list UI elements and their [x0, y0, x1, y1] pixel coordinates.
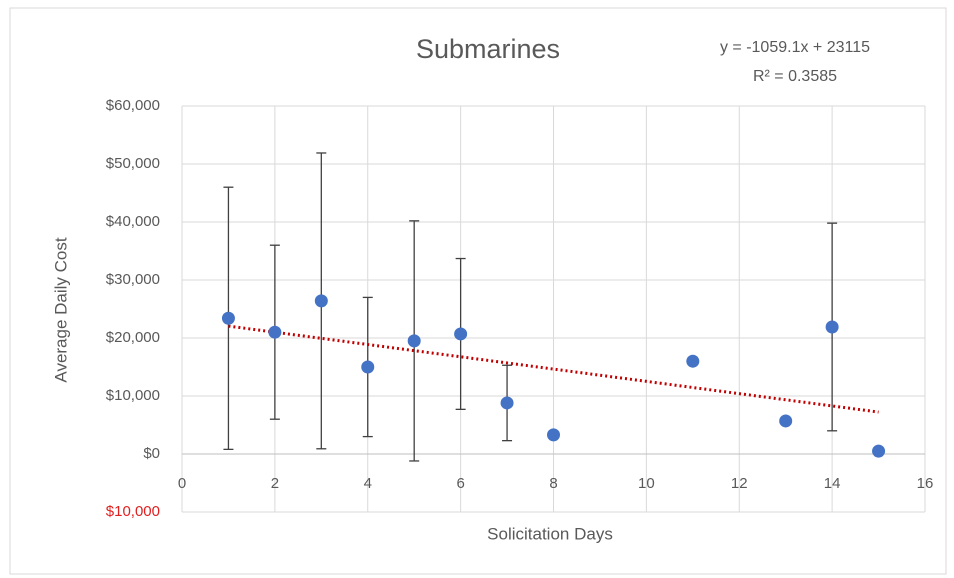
chart-title: Submarines: [416, 34, 560, 64]
y-tick-label: $30,000: [106, 271, 160, 288]
data-point: [221, 311, 235, 325]
y-tick-label: $60,000: [106, 97, 160, 114]
x-tick-label: 10: [638, 475, 655, 492]
y-tick-label: $40,000: [106, 213, 160, 230]
y-tick-label: $0: [143, 445, 160, 462]
x-tick-label: 14: [824, 475, 841, 492]
data-point: [872, 444, 886, 458]
x-tick-label: 16: [917, 475, 934, 492]
y-tick-label: $20,000: [106, 329, 160, 346]
data-point: [268, 325, 282, 339]
trendline: [228, 324, 879, 414]
data-point: [825, 320, 839, 334]
data-point: [314, 294, 328, 308]
x-tick-label: 4: [364, 475, 372, 492]
x-tick-label: 6: [456, 475, 464, 492]
chart-border: [9, 7, 947, 575]
y-tick-label: $10,000: [106, 387, 160, 404]
x-tick-label: 0: [178, 475, 186, 492]
x-tick-label: 2: [271, 475, 279, 492]
data-point: [454, 327, 468, 341]
trendline-r-squared: R² = 0.3585: [753, 68, 837, 85]
x-tick-label: 12: [731, 475, 748, 492]
y-tick-label: $10,000: [106, 503, 160, 520]
data-point: [500, 396, 514, 410]
x-tick-label: 8: [549, 475, 557, 492]
y-axis-title: Average Daily Cost: [51, 237, 70, 382]
data-point: [686, 354, 700, 368]
data-point: [407, 334, 421, 348]
data-point: [779, 414, 793, 428]
data-point: [547, 428, 560, 442]
trendline-equation: y = -1059.1x + 23115: [720, 39, 870, 56]
data-point: [361, 360, 375, 374]
x-axis-title: Solicitation Days: [487, 524, 613, 543]
y-tick-label: $50,000: [106, 155, 160, 172]
